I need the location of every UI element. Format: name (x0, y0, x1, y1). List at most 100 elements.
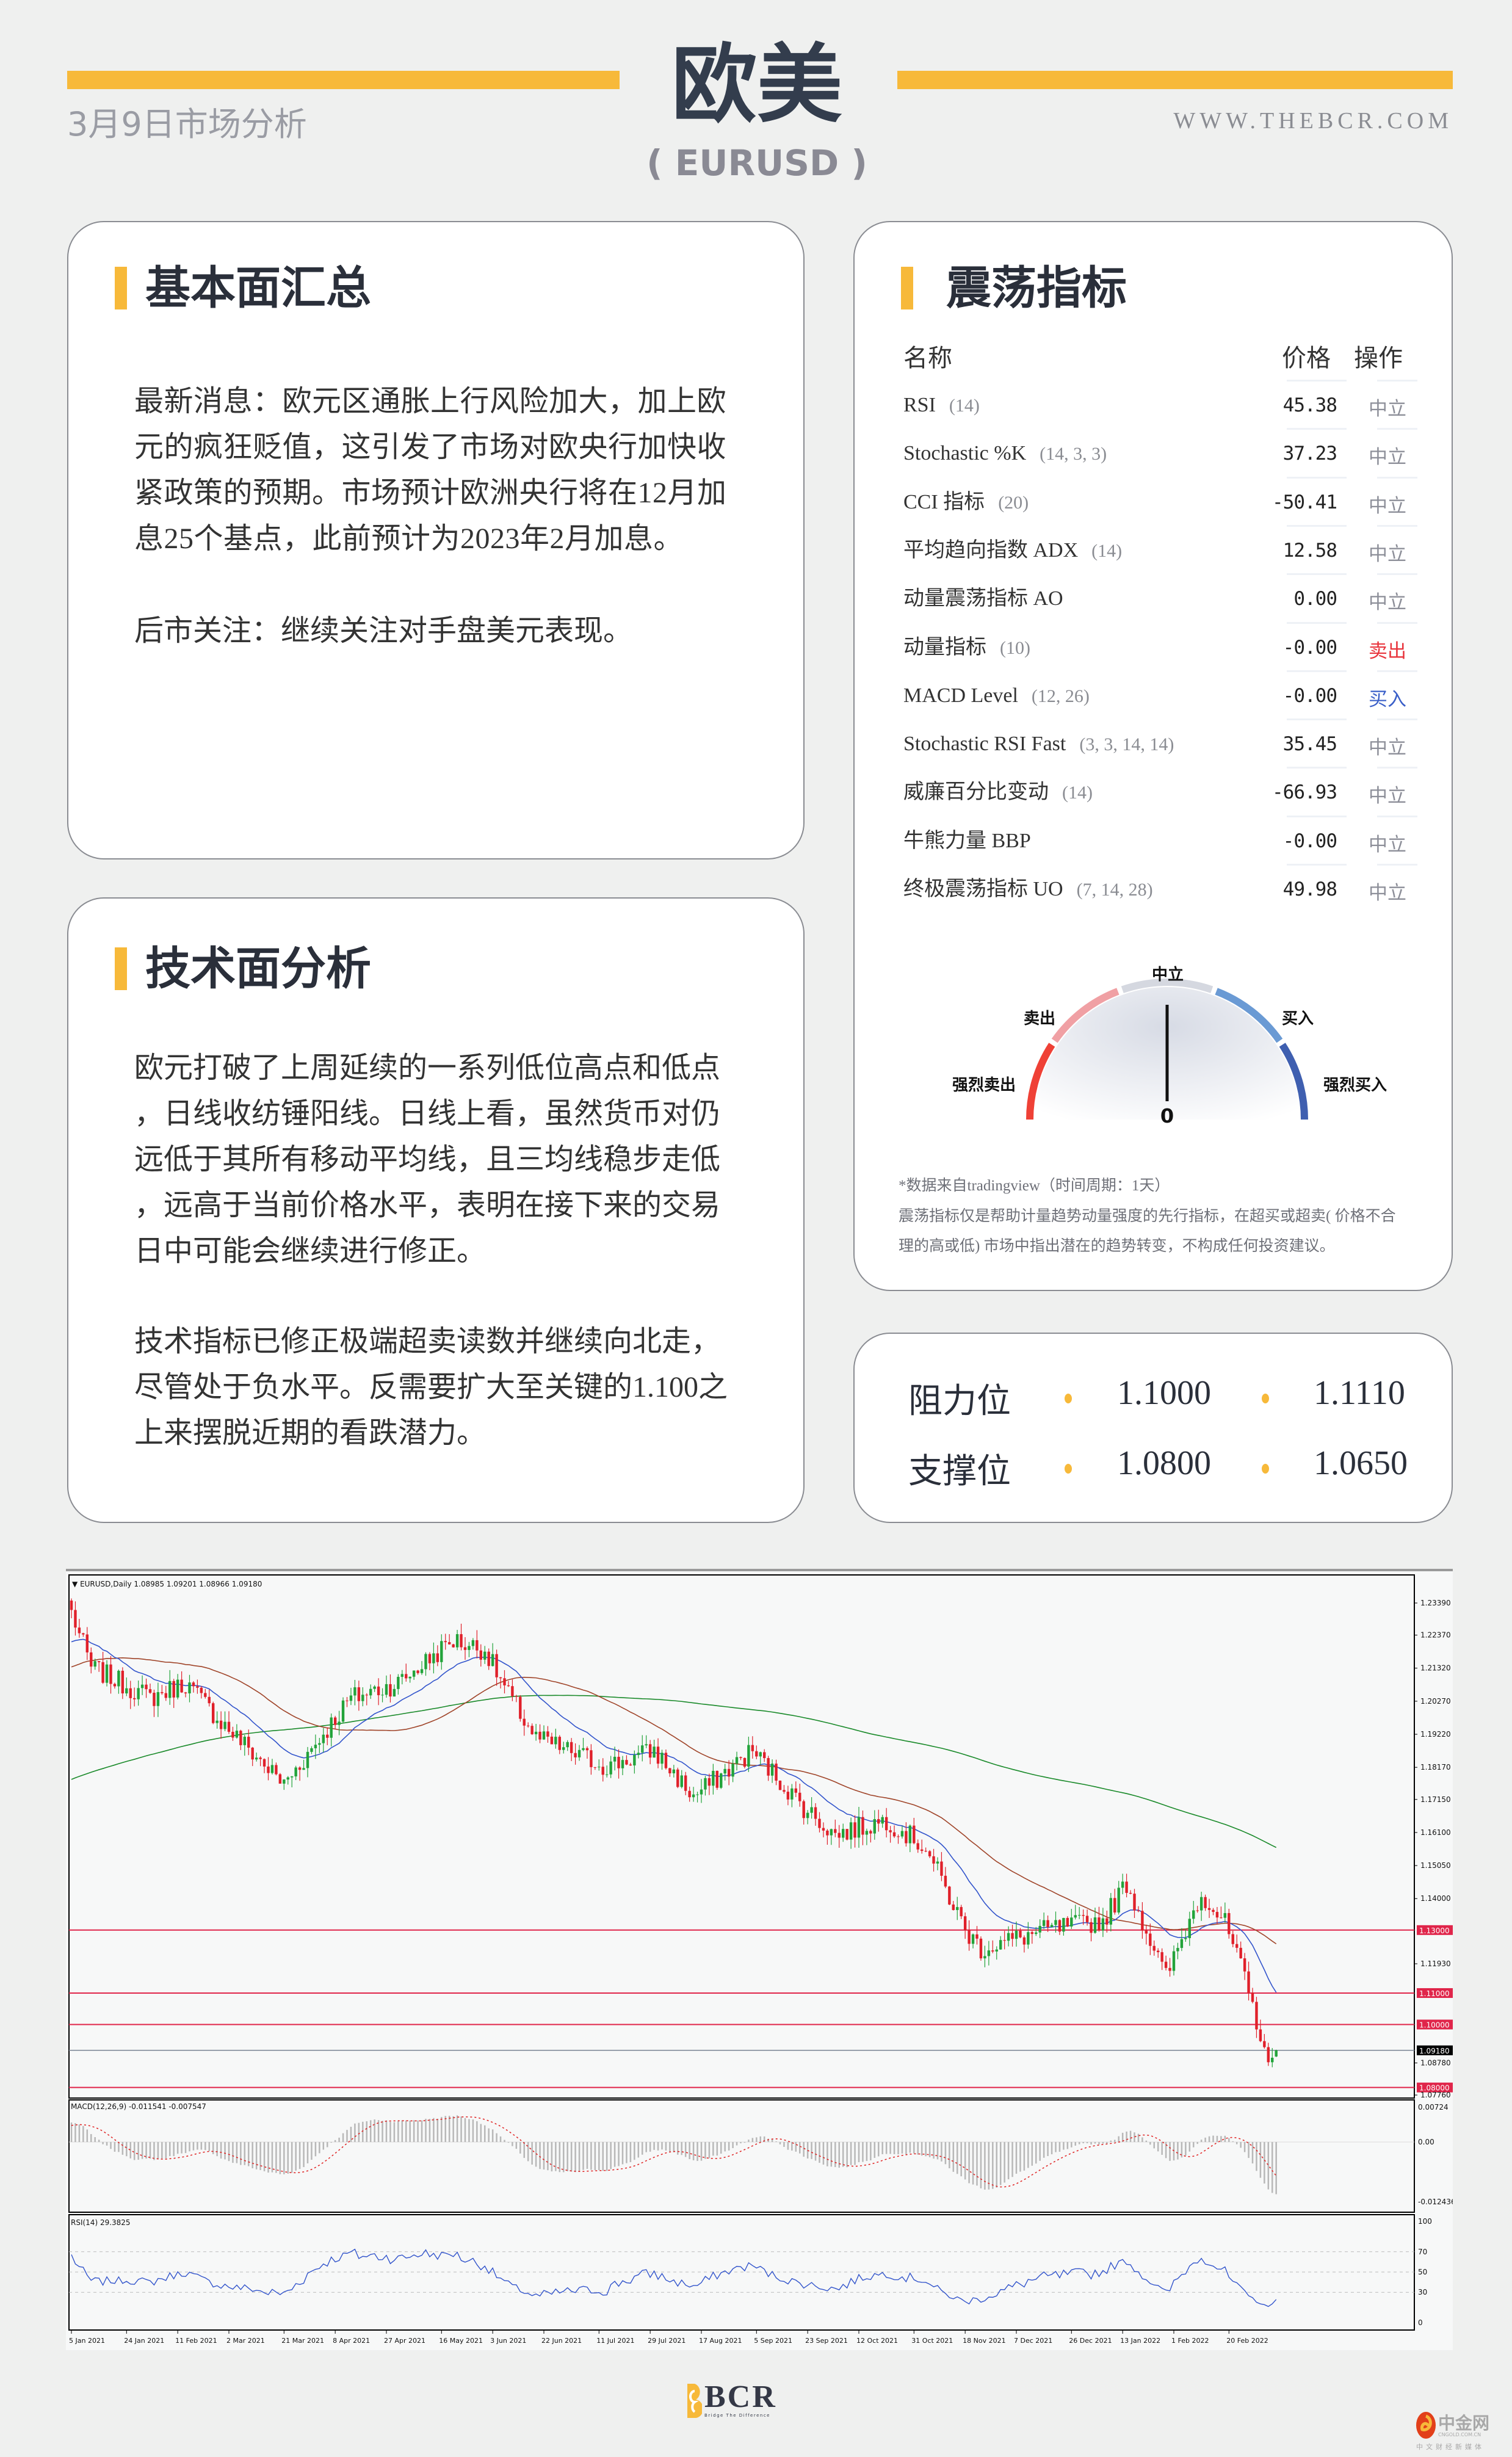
candle-body (275, 1765, 278, 1775)
candle-body (668, 1768, 671, 1773)
bullet-dot (1065, 1464, 1072, 1474)
candle-body (1207, 1908, 1211, 1910)
candle-body (857, 1817, 861, 1838)
candle-body (291, 1776, 294, 1778)
header-bar-right (897, 71, 1453, 89)
y-tick-label: 1.07760 (1420, 2091, 1451, 2099)
candle-body (1121, 1881, 1124, 1888)
candle-body (1133, 1894, 1136, 1911)
indicator-action: 中立 (1369, 833, 1406, 856)
candle-body (794, 1788, 797, 1793)
candle-body (164, 1693, 167, 1698)
candle-body (770, 1764, 774, 1776)
candle-body (519, 1696, 522, 1719)
candle-body (255, 1757, 258, 1760)
indicator-value: -66.93 (1272, 781, 1337, 804)
oscillator-row: CCI 指标 (20) -50.41 中立 (855, 476, 1453, 521)
candle-body (735, 1757, 739, 1764)
level-price-label: 1.09180 (1419, 2047, 1450, 2055)
candle-body (420, 1669, 424, 1673)
candle-body (783, 1790, 786, 1792)
candle-body (172, 1681, 175, 1698)
indicator-name: Stochastic %K (14, 3, 3) (903, 435, 1107, 472)
candle-body (889, 1830, 892, 1833)
indicator-label: MACD Level (903, 684, 1018, 707)
candle-body (1046, 1920, 1049, 1927)
candle-body (743, 1757, 747, 1767)
candle-body (483, 1651, 487, 1660)
candle-body (460, 1634, 463, 1648)
candle-body (1027, 1932, 1030, 1945)
candle-body (1054, 1920, 1057, 1925)
y-tick-label: 1.20270 (1420, 1697, 1451, 1706)
oscillator-row: 牛熊力量 BBP -0.00 中立 (855, 815, 1453, 859)
candle-body (546, 1731, 549, 1737)
y-tick-label: 1.16100 (1420, 1828, 1451, 1837)
candle-body (550, 1736, 554, 1745)
candle-body (306, 1751, 309, 1768)
x-tick-label: 5 Jan 2021 (69, 2337, 105, 2345)
candle-body (884, 1817, 888, 1831)
candle-body (1235, 1944, 1239, 1948)
indicator-name: 平均趋向指数 ADX (14) (903, 532, 1122, 570)
candle-body (692, 1794, 695, 1798)
candle-body (397, 1676, 400, 1689)
candle-body (542, 1731, 546, 1740)
indicator-label: Stochastic %K (903, 442, 1027, 465)
candle-body (1022, 1937, 1026, 1945)
candle-body (956, 1907, 959, 1910)
candle-body (235, 1731, 239, 1738)
candle-body (574, 1753, 577, 1757)
fundamentals-title: 基本面汇总 (145, 262, 371, 314)
indicator-action: 中立 (1369, 882, 1406, 904)
candle-body (814, 1807, 817, 1819)
candle-body (408, 1676, 411, 1679)
candle-body (577, 1750, 581, 1757)
row-divider (1287, 864, 1347, 866)
indicator-action: 中立 (1369, 446, 1406, 469)
support-level-1: 1.0800 (1117, 1444, 1211, 1482)
candle-body (975, 1934, 978, 1939)
collapse-triangle-icon[interactable]: ▼ (72, 1580, 78, 1588)
candle-body (660, 1753, 664, 1764)
row-divider (1287, 815, 1347, 817)
candle-body (806, 1812, 809, 1818)
candle-body (1085, 1916, 1089, 1922)
text-line: 远低于其所有移动平均线，且三均线稳步走低 (134, 1143, 721, 1176)
candle-body (1038, 1926, 1041, 1933)
technical-analysis-text: 欧元打破了上周延续的一系列低位高点和低点 ，日线收纺锤阳线。日线上看，虽然货币对… (134, 1045, 720, 1274)
indicator-value: 35.45 (1282, 733, 1337, 756)
candle-body (511, 1686, 514, 1696)
candle-body (377, 1686, 380, 1695)
candle-body (1011, 1933, 1014, 1939)
row-divider (1377, 815, 1417, 817)
candle-body (227, 1721, 231, 1732)
candle-body (361, 1695, 364, 1701)
price-chart[interactable]: 1.13000 1.11000 1.10000 1.08000 1.09180 1.233… (66, 1569, 1453, 2350)
indicator-label: 动量指标 (903, 635, 986, 659)
candle-body (499, 1677, 502, 1679)
main-plot-frame (68, 1574, 1415, 2099)
rsi-axis-label: 30 (1418, 2288, 1427, 2296)
candle-body (326, 1734, 329, 1738)
candle-body (905, 1831, 908, 1844)
candle-body (1263, 2041, 1266, 2047)
candle-body (936, 1861, 939, 1864)
indicator-params: (14) (1062, 783, 1093, 803)
rsi-axis-label: 0 (1418, 2318, 1423, 2327)
candle-body (1172, 1951, 1176, 1971)
x-tick-label: 7 Dec 2021 (1014, 2337, 1052, 2345)
candle-body (267, 1766, 270, 1773)
oscillator-row: 终极震荡指标 UO (7, 14, 28) 49.98 中立 (855, 864, 1453, 908)
candle-body (940, 1861, 943, 1876)
macd-axis-label: 0.00724 (1418, 2103, 1449, 2111)
x-tick-label: 26 Dec 2021 (1069, 2337, 1112, 2345)
candle-body (503, 1678, 506, 1685)
candle-body (1145, 1930, 1148, 1934)
candle-body (534, 1731, 538, 1734)
candle-body (1035, 1932, 1038, 1934)
candle-body (184, 1692, 187, 1694)
x-tick-label: 13 Jan 2022 (1120, 2337, 1160, 2345)
technical-card: 技术面分析 欧元打破了上周延续的一系列低位高点和低点 ，日线收纺锤阳线。日线上看… (67, 897, 805, 1523)
candle-body (1168, 1967, 1171, 1971)
